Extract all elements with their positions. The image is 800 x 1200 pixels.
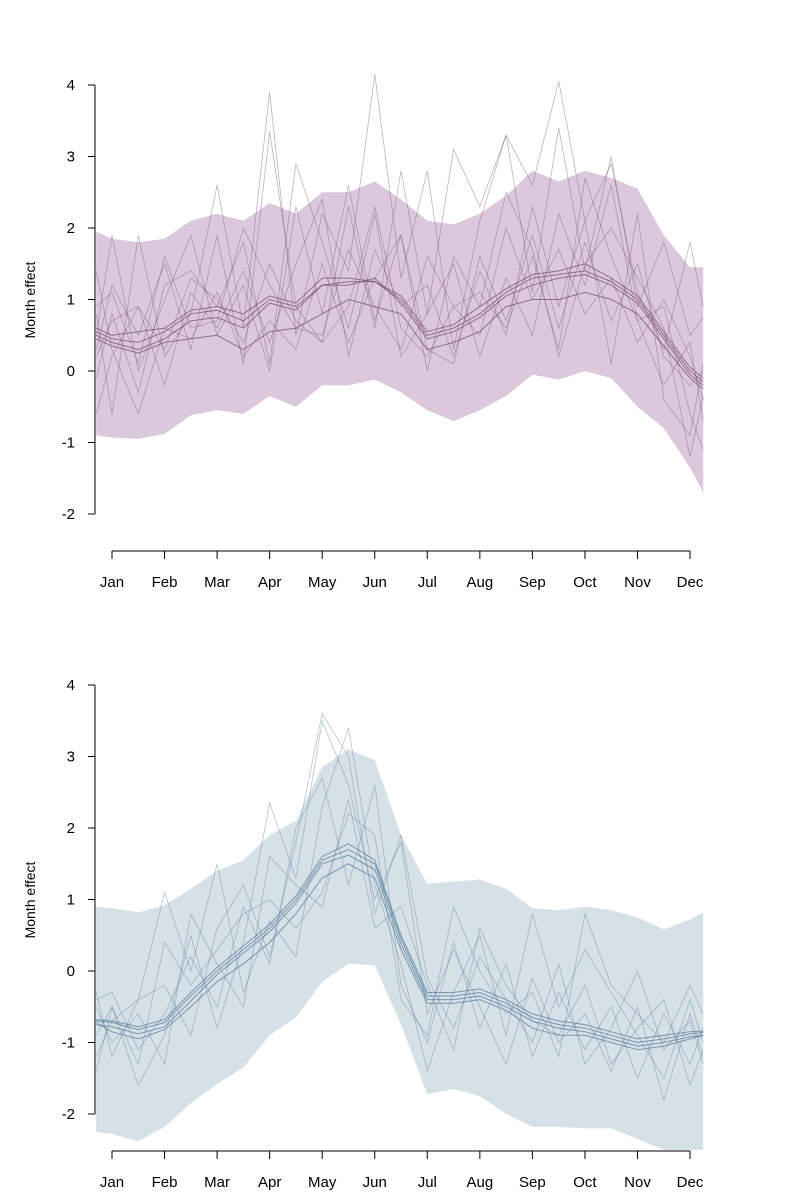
upper-chart-series-line-12 bbox=[95, 185, 704, 457]
upper-chart-x-tick-label-may: May bbox=[308, 574, 337, 591]
lower-chart-y-tick-label: 2 bbox=[67, 820, 75, 837]
lower-chart-series-line-8 bbox=[95, 712, 704, 1065]
upper-chart-x-tick-label-sep: Sep bbox=[519, 574, 546, 591]
lower-chart-band-layer bbox=[96, 749, 704, 1150]
lower-chart-x-tick-label-nov: Nov bbox=[624, 1174, 651, 1191]
upper-chart-x-tick-label-jan: Jan bbox=[100, 574, 124, 591]
upper-chart-y-axis: 4 3 2 1 0 -1 -2 bbox=[62, 77, 96, 523]
upper-chart-x-tick-label-oct: Oct bbox=[573, 574, 597, 591]
lower-chart-x-tick-label-oct: Oct bbox=[573, 1174, 597, 1191]
lower-chart-series-line-1 bbox=[96, 848, 704, 1044]
upper-chart-y-tick-label: -1 bbox=[62, 435, 75, 452]
upper-chart-band-layer bbox=[96, 170, 704, 493]
upper-chart-x-tick-label-dec: Dec bbox=[677, 574, 704, 591]
lower-chart-series-line-2 bbox=[96, 854, 704, 1047]
lower-chart-series-line-6 bbox=[95, 719, 704, 1101]
lower-chart-x-tick-label-may: May bbox=[308, 1174, 337, 1191]
lower-chart-x-axis: Jan Feb Mar Apr May Jun Jul Aug Sep Oct Nov Dec bbox=[100, 1150, 704, 1191]
lower-chart-series-layer bbox=[95, 712, 704, 1101]
upper-chart-x-tick-label-jul: Jul bbox=[418, 574, 437, 591]
upper-chart-x-tick-label-feb: Feb bbox=[152, 574, 178, 591]
upper-chart-panel: 4 3 2 1 0 -1 -2 Jan Feb Mar Apr May Jun Jul Aug Sep Oct… bbox=[22, 74, 704, 591]
upper-chart-series-line-2 bbox=[95, 273, 704, 386]
lower-chart-x-tick-label-mar: Mar bbox=[204, 1174, 230, 1191]
lower-chart-y-tick-label: 0 bbox=[67, 963, 75, 980]
upper-chart-series-line-11 bbox=[95, 177, 704, 422]
upper-chart-y-axis-label: Month effect bbox=[22, 262, 38, 339]
upper-chart-y-tick-label: 4 bbox=[67, 77, 75, 94]
upper-chart-y-tick-label: 1 bbox=[67, 292, 75, 309]
upper-chart-x-tick-label-aug: Aug bbox=[466, 574, 493, 591]
upper-chart-y-tick-label: -2 bbox=[62, 506, 75, 523]
lower-chart-series-line-10 bbox=[95, 799, 704, 1087]
upper-chart-series-line-9 bbox=[95, 198, 704, 437]
upper-chart-series-line-10 bbox=[95, 226, 704, 400]
lower-chart-x-tick-label-jan: Jan bbox=[100, 1174, 124, 1191]
lower-chart-y-axis: 4 3 2 1 0 -1 -2 bbox=[62, 677, 96, 1123]
lower-chart-x-tick-label-apr: Apr bbox=[258, 1174, 281, 1191]
upper-chart-series-line-8 bbox=[95, 81, 704, 364]
upper-chart-x-tick-label-apr: Apr bbox=[258, 574, 281, 591]
lower-chart-y-tick-label: -1 bbox=[62, 1035, 75, 1052]
lower-chart-series-line-7 bbox=[95, 727, 704, 1080]
upper-chart-x-tick-label-mar: Mar bbox=[204, 574, 230, 591]
lower-chart-series-line-5 bbox=[96, 777, 704, 1080]
lower-chart-y-axis-label: Month effect bbox=[22, 862, 38, 939]
lower-chart-x-tick-label-jul: Jul bbox=[418, 1174, 437, 1191]
lower-chart-y-tick-label: 1 bbox=[67, 892, 75, 909]
lower-chart-x-tick-label-sep: Sep bbox=[519, 1174, 546, 1191]
lower-chart-uncertainty-band bbox=[96, 749, 704, 1150]
lower-chart-x-tick-label-aug: Aug bbox=[466, 1174, 493, 1191]
upper-chart-uncertainty-band bbox=[96, 170, 704, 493]
lower-chart-series-line-3 bbox=[96, 843, 704, 1040]
upper-chart-series-layer bbox=[95, 74, 704, 457]
lower-chart-series-line-4 bbox=[95, 863, 704, 1051]
upper-chart-x-tick-label-nov: Nov bbox=[624, 574, 651, 591]
lower-chart-series-line-9 bbox=[95, 813, 704, 1066]
lower-chart-y-tick-label: 4 bbox=[67, 677, 75, 694]
lower-chart-y-tick-label: 3 bbox=[67, 749, 75, 766]
upper-chart-y-tick-label: 3 bbox=[67, 149, 75, 166]
upper-chart-y-tick-label: 2 bbox=[67, 220, 75, 237]
upper-chart-x-tick-label-jun: Jun bbox=[363, 574, 387, 591]
lower-chart-y-tick-label: -2 bbox=[62, 1106, 75, 1123]
lower-chart-x-tick-label-jun: Jun bbox=[363, 1174, 387, 1191]
upper-chart-series-line-6 bbox=[95, 163, 704, 450]
lower-chart-x-tick-label-dec: Dec bbox=[677, 1174, 704, 1191]
lower-chart-x-tick-label-feb: Feb bbox=[152, 1174, 178, 1191]
upper-chart-x-axis: Jan Feb Mar Apr May Jun Jul Aug Sep Oct Nov Dec bbox=[100, 550, 704, 591]
lower-chart-panel: 4 3 2 1 0 -1 -2 Jan Feb Mar Apr May Jun Jul Aug Sep Oct… bbox=[22, 677, 704, 1191]
upper-chart-y-tick-label: 0 bbox=[67, 363, 75, 380]
upper-chart-series-line-7 bbox=[95, 74, 704, 414]
